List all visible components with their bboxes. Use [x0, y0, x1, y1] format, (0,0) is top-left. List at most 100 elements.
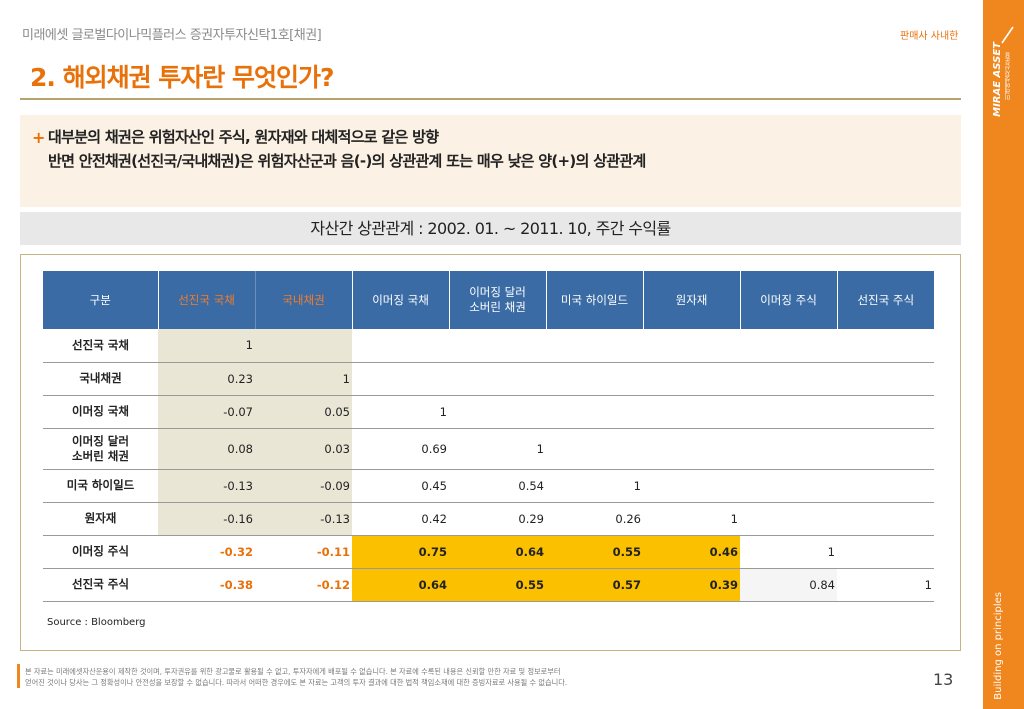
table-cell: 1 [643, 502, 740, 536]
table-cell [837, 428, 934, 470]
table-cell: 0.64 [449, 535, 546, 569]
table-cell: 1 [546, 469, 643, 503]
footer-accent-bar [17, 664, 20, 688]
column-header: 선진국 국채 [158, 271, 256, 329]
table-cell [449, 395, 546, 429]
table-cell: -0.38 [158, 568, 255, 602]
brand-sidebar [983, 0, 1024, 709]
table-cell [740, 428, 837, 470]
brand-tagline: Building on principles [993, 592, 1004, 700]
table-row: 선진국 주식 -0.38 -0.12 0.64 0.55 0.57 0.39 0.84 1 [43, 568, 934, 602]
table-cell [352, 329, 449, 363]
correlation-table: 구분 선진국 국채 국내채권 이머징 국채 이머징 달러 소버린 채권 미국 하이… [43, 271, 934, 602]
column-header: 국내채권 [255, 271, 353, 329]
table-cell [837, 469, 934, 503]
column-header-line: 이머징 달러 소버린 채권 [469, 285, 526, 314]
table-cell [449, 329, 546, 363]
table-cell [643, 469, 740, 503]
table-row: 이머징 국채 -0.07 0.05 1 [43, 395, 934, 429]
corner-header: 구분 [43, 271, 159, 329]
table-cell: 1 [449, 428, 546, 470]
table-caption: 자산간 상관관계 : 2002. 01. ~ 2011. 10, 주간 수익률 [20, 212, 961, 245]
table-cell [740, 469, 837, 503]
row-header: 원자재 [43, 502, 158, 536]
distributor-label: 판매사 사내한 [900, 31, 959, 42]
table-cell: 0.75 [352, 535, 449, 569]
heading-divider [20, 98, 961, 100]
table-cell: 0.54 [449, 469, 546, 503]
table-cell [449, 362, 546, 396]
column-header: 미국 하이일드 [546, 271, 644, 329]
table-cell: 0.29 [449, 502, 546, 536]
table-row: 선진국 국채 1 [43, 329, 934, 363]
table-row: 미국 하이일드 -0.13 -0.09 0.45 0.54 1 [43, 469, 934, 503]
page-heading: 2. 해외채권 투자란 무엇인가? [30, 63, 335, 92]
table-row: 원자재 -0.16 -0.13 0.42 0.29 0.26 1 [43, 502, 934, 536]
table-cell [546, 395, 643, 429]
table-cell [837, 395, 934, 429]
fund-title: 미래에셋 글로벌다이나믹플러스 증권자투자신탁1호[채권] [22, 28, 322, 43]
page-number: 13 [933, 670, 954, 689]
disclaimer-line-1: 본 자료는 미래에셋자산운용이 제작한 것이며, 투자권유를 위한 광고물로 활… [25, 667, 561, 676]
table-cell: 0.55 [546, 535, 643, 569]
table-cell: -0.13 [158, 469, 255, 503]
disclaimer: 본 자료는 미래에셋자산운용이 제작한 것이며, 투자권유를 위한 광고물로 활… [25, 666, 567, 688]
table-cell [740, 362, 837, 396]
table-header-row: 구분 선진국 국채 국내채권 이머징 국채 이머징 달러 소버린 채권 미국 하이… [43, 271, 934, 329]
table-cell [546, 428, 643, 470]
table-cell: -0.13 [255, 502, 352, 536]
summary-line-1: 대부분의 채권은 위험자산인 주식, 원자재와 대체적으로 같은 방향 [48, 128, 439, 146]
disclaimer-line-2: 얻어진 것이나 당사는 그 정확성이나 안전성을 보장할 수 없습니다. 따라서… [25, 678, 568, 687]
table-cell: 1 [158, 329, 255, 363]
row-header: 국내채권 [43, 362, 158, 396]
column-header: 이머징 달러 소버린 채권 [449, 271, 547, 329]
table-cell: -0.12 [255, 568, 352, 602]
column-header: 원자재 [643, 271, 741, 329]
table-cell: -0.07 [158, 395, 255, 429]
table-cell [352, 362, 449, 396]
table-cell [740, 329, 837, 363]
table-cell [837, 329, 934, 363]
brand-slash-icon [1001, 26, 1014, 44]
row-header: 선진국 주식 [43, 568, 158, 602]
source-note: Source : Bloomberg [47, 617, 146, 628]
table-cell: -0.11 [255, 535, 352, 569]
table-cell: -0.32 [158, 535, 255, 569]
row-header: 이머징 달러 소버린 채권 [43, 428, 158, 470]
table-cell: -0.09 [255, 469, 352, 503]
plus-bullet-icon: + [32, 128, 46, 147]
brand-subtitle: 미래에셋자산운용 [1005, 52, 1012, 100]
table-cell: 0.08 [158, 428, 255, 470]
table-cell: 1 [837, 568, 934, 602]
table-cell [643, 329, 740, 363]
table-cell: 0.39 [643, 568, 740, 602]
row-header: 이머징 국채 [43, 395, 158, 429]
table-cell: 1 [255, 362, 352, 396]
summary-box: + 대부분의 채권은 위험자산인 주식, 원자재와 대체적으로 같은 방향 반면… [20, 115, 961, 207]
table-cell [643, 428, 740, 470]
table-cell: 0.26 [546, 502, 643, 536]
column-header: 이머징 국채 [352, 271, 450, 329]
table-row: 국내채권 0.23 1 [43, 362, 934, 396]
table-cell [740, 502, 837, 536]
table-cell: 0.23 [158, 362, 255, 396]
table-cell [837, 362, 934, 396]
table-cell: 0.03 [255, 428, 352, 470]
row-header: 선진국 국채 [43, 329, 158, 363]
table-cell: 0.45 [352, 469, 449, 503]
table-cell [546, 329, 643, 363]
table-cell [643, 362, 740, 396]
table-cell: 0.46 [643, 535, 740, 569]
column-header: 이머징 주식 [740, 271, 838, 329]
table-cell [740, 395, 837, 429]
table-cell [643, 395, 740, 429]
table-cell: 0.64 [352, 568, 449, 602]
summary-line-2: 반면 안전채권(선진국/국내채권)은 위험자산군과 음(-)의 상관관계 또는 … [48, 152, 646, 170]
table-cell: 1 [352, 395, 449, 429]
table-cell: 0.57 [546, 568, 643, 602]
table-row: 이머징 달러 소버린 채권 0.08 0.03 0.69 1 [43, 428, 934, 470]
brand-name: MIRAE ASSET [992, 42, 1003, 117]
row-header: 이머징 주식 [43, 535, 158, 569]
row-header: 미국 하이일드 [43, 469, 158, 503]
table-cell: 0.55 [449, 568, 546, 602]
